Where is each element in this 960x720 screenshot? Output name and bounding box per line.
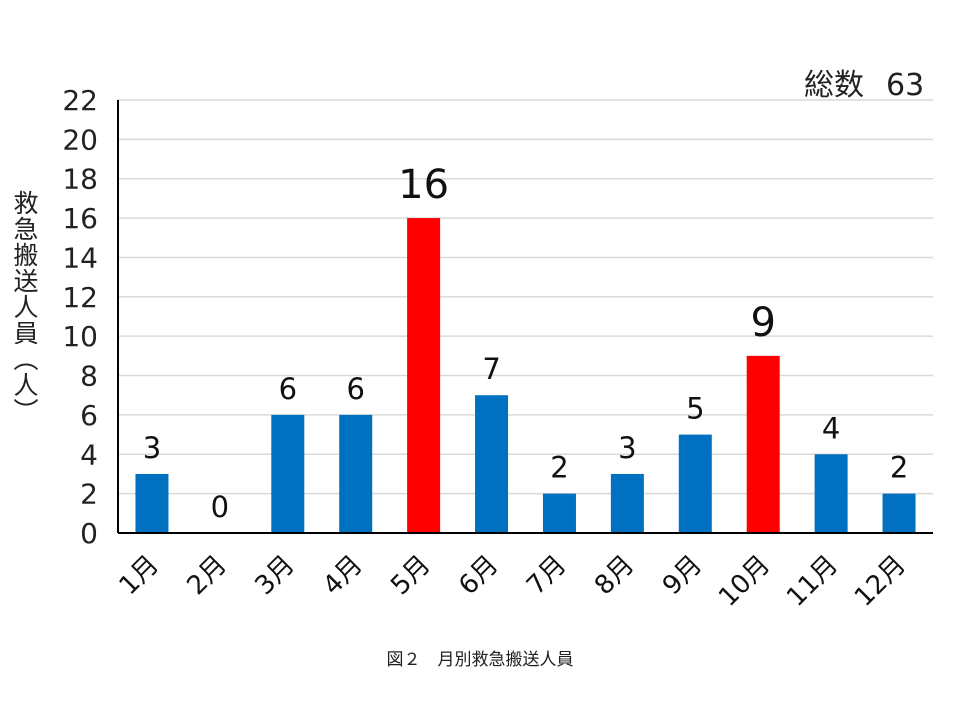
x-tick-label: 6月 bbox=[453, 550, 504, 601]
total-value: 63 bbox=[886, 68, 925, 103]
x-tick-label: 11月 bbox=[781, 550, 844, 613]
y-tick-label: 18 bbox=[62, 163, 98, 196]
data-label: 9 bbox=[750, 300, 775, 346]
y-tick-label: 4 bbox=[80, 438, 98, 471]
data-label: 3 bbox=[618, 431, 636, 465]
bar bbox=[135, 473, 169, 533]
data-label: 2 bbox=[890, 451, 908, 485]
bar bbox=[542, 493, 576, 533]
bar bbox=[746, 355, 780, 533]
bar bbox=[882, 493, 916, 533]
x-tick-label: 4月 bbox=[317, 550, 368, 601]
data-label: 2 bbox=[550, 451, 568, 485]
y-axis-label: 救急搬送人員（人） bbox=[10, 190, 39, 424]
y-tick-label: 20 bbox=[62, 123, 98, 156]
bar bbox=[271, 414, 305, 533]
y-tick-label: 14 bbox=[62, 241, 98, 274]
bar bbox=[678, 434, 712, 533]
total-label: 総数 bbox=[804, 68, 864, 103]
figure-caption: 図２ 月別救急搬送人員 bbox=[386, 650, 574, 670]
data-labels: 3 0 6 6 16 7 2 3 5 9 4 2 bbox=[143, 162, 909, 524]
data-label: 5 bbox=[686, 392, 704, 426]
y-tick-label: 0 bbox=[80, 517, 98, 550]
axes bbox=[117, 100, 933, 534]
x-tick-label: 3月 bbox=[249, 550, 300, 601]
total-count: 総数 63 bbox=[804, 60, 924, 104]
data-label: 6 bbox=[346, 372, 364, 406]
x-tick-label: 9月 bbox=[657, 550, 708, 601]
x-tick-label: 5月 bbox=[385, 550, 436, 601]
data-label: 7 bbox=[482, 352, 500, 386]
y-tick-labels: 0 2 4 6 8 10 12 14 16 18 20 22 bbox=[62, 84, 98, 550]
data-label: 0 bbox=[211, 490, 229, 524]
data-label: 6 bbox=[279, 372, 297, 406]
x-tick-label: 2月 bbox=[182, 550, 233, 601]
bar bbox=[814, 454, 848, 533]
x-tick-label: 10月 bbox=[713, 550, 776, 613]
x-tick-label: 1月 bbox=[114, 550, 165, 601]
y-tick-label: 8 bbox=[80, 360, 98, 393]
bar bbox=[407, 218, 441, 533]
y-tick-label: 12 bbox=[62, 281, 98, 314]
bar bbox=[475, 395, 509, 533]
y-tick-label: 10 bbox=[62, 320, 98, 353]
y-tick-label: 16 bbox=[62, 202, 98, 235]
x-tick-label: 8月 bbox=[589, 550, 640, 601]
x-tick-labels: 1月 2月 3月 4月 5月 6月 7月 8月 9月 10月 11月 12月 bbox=[114, 550, 912, 613]
bar bbox=[610, 473, 644, 533]
y-tick-label: 2 bbox=[80, 478, 98, 511]
bar bbox=[339, 414, 373, 533]
y-tick-label: 6 bbox=[80, 399, 98, 432]
x-tick-label: 7月 bbox=[521, 550, 572, 601]
data-label: 3 bbox=[143, 431, 161, 465]
x-tick-label: 12月 bbox=[849, 550, 912, 613]
bars bbox=[135, 218, 916, 533]
data-label: 4 bbox=[822, 411, 840, 445]
y-tick-label: 22 bbox=[62, 84, 98, 117]
grid-lines bbox=[118, 99, 933, 495]
data-label: 16 bbox=[398, 162, 449, 208]
